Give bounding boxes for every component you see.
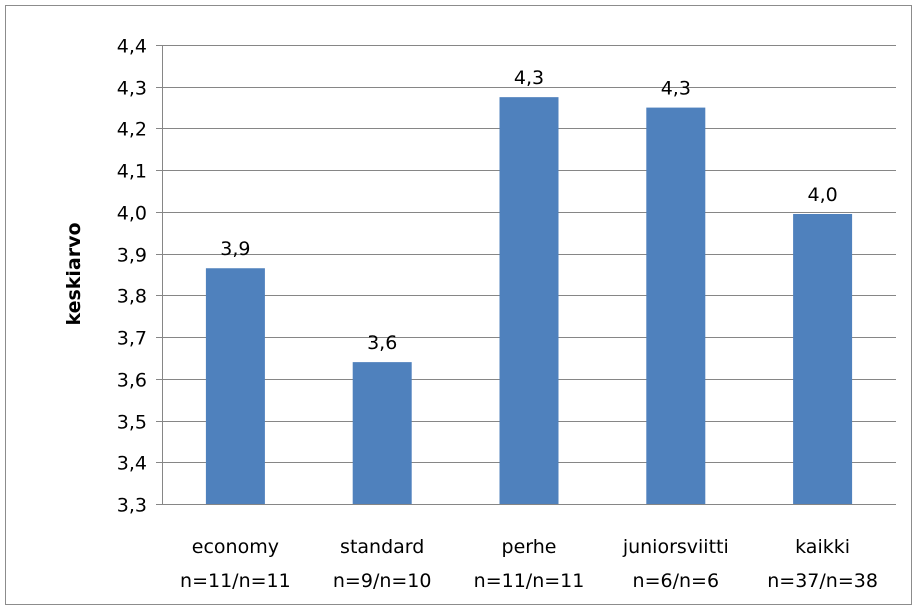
category-n-label-economy: n=11/n=11: [180, 570, 291, 592]
bars: [205, 97, 853, 504]
category-label-perhe: perhe: [502, 536, 557, 558]
category-label-juniorsviitti: juniorsviitti: [622, 536, 729, 558]
category-label-standard: standard: [340, 536, 424, 558]
category-n-label-kaikki: n=37/n=38: [767, 570, 878, 592]
bar-standard: [352, 362, 412, 504]
axes: [156, 45, 896, 505]
y-tick-label: 4,1: [117, 161, 147, 183]
y-tick-label: 3,4: [117, 453, 147, 475]
bar-perhe: [499, 97, 559, 504]
y-tick-label: 4,4: [117, 36, 147, 58]
y-axis-tick-labels: 3,3 3,4 3,5 3,6 3,7 3,8 3,9 4,0 4,1 4,2 4,3 4,4: [117, 36, 147, 517]
category-n-label-perhe: n=11/n=11: [474, 570, 585, 592]
y-tick-label: 4,3: [117, 78, 147, 100]
data-label-kaikki: 4,0: [807, 184, 837, 206]
y-axis-title: keskiarvo: [63, 222, 85, 325]
y-tick-label: 4,0: [117, 203, 147, 225]
category-label-kaikki: kaikki: [795, 536, 850, 558]
y-tick-label: 3,9: [117, 245, 147, 267]
y-tick-label: 4,2: [117, 119, 147, 141]
y-tick-label: 3,3: [117, 495, 147, 517]
bar-kaikki: [793, 213, 853, 504]
bar-juniorsviitti: [646, 107, 706, 504]
x-axis-category-labels: economy n=11/n=11 standard n=9/n=10 perhe n=1…: [180, 536, 878, 592]
data-label-economy: 3,9: [220, 238, 250, 260]
category-n-label-juniorsviitti: n=6/n=6: [633, 570, 720, 592]
data-labels: 3,9 3,6 4,3 4,3 4,0: [220, 67, 837, 354]
category-label-economy: economy: [192, 536, 279, 558]
data-label-perhe: 4,3: [514, 67, 544, 89]
data-label-standard: 3,6: [367, 332, 397, 354]
y-tick-label: 3,6: [117, 370, 147, 392]
category-n-label-standard: n=9/n=10: [333, 570, 432, 592]
y-tick-label: 3,5: [117, 412, 147, 434]
y-tick-label: 3,8: [117, 286, 147, 308]
bar-economy: [205, 268, 265, 504]
y-tick-label: 3,7: [117, 328, 147, 350]
data-label-juniorsviitti: 4,3: [661, 78, 691, 100]
